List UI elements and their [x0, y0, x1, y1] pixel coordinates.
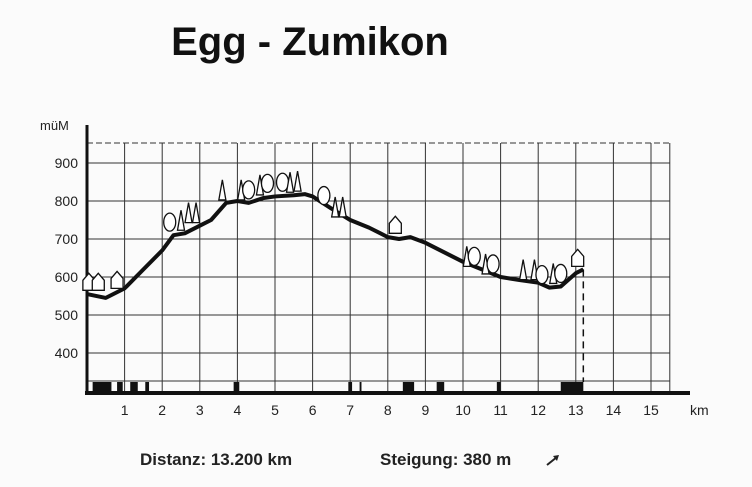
- y-tick-label: 700: [55, 231, 79, 247]
- house-icon: [388, 215, 402, 234]
- x-tick-label: 8: [384, 402, 392, 418]
- x-tick-label: 4: [234, 402, 242, 418]
- y-tick-label: 400: [55, 345, 79, 361]
- surface-segment: [145, 382, 150, 392]
- chart-title: Egg - Zumikon: [171, 20, 449, 64]
- x-tick-label: 5: [271, 402, 279, 418]
- tree-deciduous-icon: [554, 263, 568, 284]
- tree-conifer-icon: [218, 179, 227, 201]
- tree-conifer-icon: [338, 196, 347, 218]
- surface-segment: [402, 382, 415, 392]
- surface-segment: [117, 382, 123, 392]
- surface-segment: [436, 382, 445, 392]
- x-tick-label: 10: [455, 402, 471, 418]
- x-tick-label: 15: [643, 402, 659, 418]
- x-tick-label: 6: [309, 402, 317, 418]
- y-tick-label: 900: [55, 155, 79, 171]
- tree-deciduous-icon: [535, 264, 549, 285]
- tree-deciduous-icon: [163, 212, 177, 232]
- tree-deciduous-icon: [486, 254, 500, 274]
- tree-conifer-icon: [518, 259, 528, 281]
- distance-label: Distanz: 13.200 km: [140, 450, 293, 469]
- house-icon: [91, 272, 105, 291]
- y-tick-label: 600: [55, 269, 79, 285]
- tree-conifer-icon: [184, 202, 193, 224]
- x-tick-label: 7: [346, 402, 354, 418]
- y-axis-label: müM: [40, 118, 69, 133]
- house-icon: [571, 248, 585, 268]
- tree-deciduous-icon: [317, 185, 331, 206]
- tree-conifer-icon: [191, 202, 201, 224]
- x-tick-label: 3: [196, 402, 204, 418]
- surface-segment: [348, 382, 353, 392]
- tree-deciduous-icon: [260, 173, 275, 194]
- x-tick-label: 9: [422, 402, 430, 418]
- surface-segment: [496, 382, 501, 392]
- surface-segment: [92, 382, 112, 392]
- ascent-label: Steigung: 380 m: [380, 450, 512, 469]
- x-tick-label: 2: [158, 402, 166, 418]
- x-tick-label: 13: [568, 402, 584, 418]
- surface-segment: [560, 382, 584, 392]
- y-tick-label: 800: [55, 193, 79, 209]
- tree-conifer-icon: [330, 196, 340, 218]
- x-tick-label: 14: [606, 402, 622, 418]
- x-axis-label: km: [690, 402, 709, 418]
- tree-conifer-icon: [285, 172, 295, 193]
- tree-conifer-icon: [176, 210, 186, 231]
- tree-conifer-icon: [293, 171, 302, 192]
- surface-segment: [233, 382, 240, 392]
- tree-deciduous-icon: [467, 246, 481, 267]
- x-tick-label: 1: [121, 402, 129, 418]
- x-tick-label: 12: [530, 402, 546, 418]
- tree-deciduous-icon: [242, 180, 256, 200]
- surface-segment: [130, 382, 138, 392]
- house-icon: [110, 270, 124, 290]
- x-tick-label: 11: [493, 402, 508, 418]
- surface-segment: [359, 382, 362, 392]
- y-tick-label: 500: [55, 307, 79, 323]
